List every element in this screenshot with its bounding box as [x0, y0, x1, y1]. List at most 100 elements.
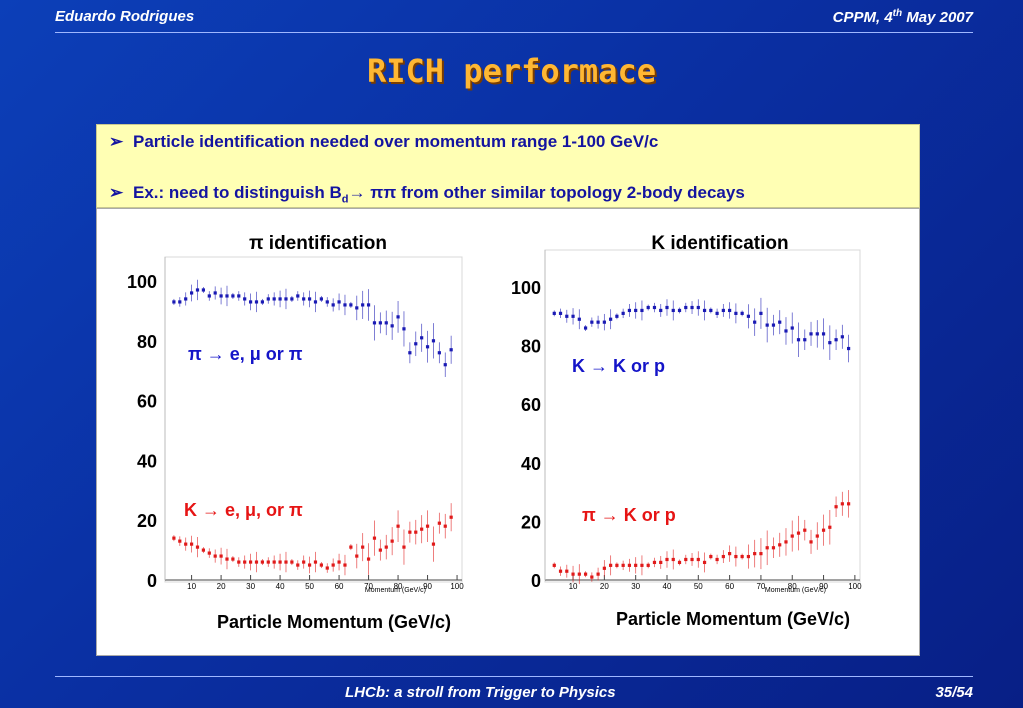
data-point — [266, 560, 270, 564]
data-point — [571, 314, 575, 318]
data-point — [207, 551, 211, 555]
data-point — [828, 341, 832, 345]
data-point — [728, 552, 732, 556]
data-point — [290, 297, 294, 301]
data-point — [834, 338, 838, 342]
slide-title: RICH performace — [367, 52, 656, 90]
data-point — [753, 552, 757, 556]
data-point — [677, 560, 682, 565]
pion-identification-plot: π identification 0 20 40 60 80 100 10 20 30 40 50 60… — [127, 233, 464, 632]
x-tick-label: 60 — [335, 582, 344, 591]
data-point — [296, 563, 300, 567]
data-point — [590, 320, 594, 324]
data-point — [634, 563, 638, 567]
arrow-bullet-icon: ➢ — [109, 132, 124, 151]
data-point — [821, 332, 826, 336]
chart-title: K identification — [651, 233, 788, 254]
data-point — [796, 338, 801, 342]
data-point — [778, 320, 782, 324]
data-point — [378, 321, 382, 325]
data-point — [596, 572, 600, 576]
data-point — [449, 348, 453, 352]
data-point — [437, 521, 441, 525]
data-point — [325, 566, 329, 570]
data-point — [266, 297, 270, 301]
data-point — [313, 300, 318, 304]
series-label: K → e, μ, or π — [184, 500, 303, 520]
data-point — [414, 342, 418, 346]
data-point — [815, 534, 819, 538]
data-series — [172, 503, 453, 576]
data-point — [254, 300, 259, 304]
x-tick-label: 100 — [848, 582, 862, 591]
data-point — [577, 572, 581, 576]
data-point — [443, 363, 447, 367]
data-point — [213, 554, 217, 558]
data-point — [402, 545, 406, 549]
data-point — [172, 300, 176, 304]
data-point — [803, 338, 807, 342]
x-tick-label: 20 — [217, 582, 226, 591]
data-point — [372, 536, 377, 540]
data-point — [219, 294, 223, 298]
data-point — [178, 300, 182, 304]
x-tick-label: 50 — [305, 582, 314, 591]
data-point — [201, 288, 205, 292]
chart-title: π identification — [249, 233, 387, 254]
author-name: Eduardo Rodrigues — [55, 8, 195, 25]
data-point — [615, 314, 619, 318]
data-point — [189, 542, 194, 546]
data-point — [189, 291, 194, 295]
series-label: π → K or p — [582, 505, 676, 525]
data-point — [596, 320, 600, 324]
data-point — [420, 527, 424, 531]
data-point — [378, 548, 382, 552]
data-point — [331, 303, 335, 307]
data-point — [715, 311, 719, 315]
data-point — [231, 294, 235, 298]
y-tick-label: 40 — [521, 454, 541, 474]
data-point — [431, 542, 436, 546]
data-point — [746, 314, 751, 318]
data-point — [602, 566, 606, 570]
data-point — [684, 557, 688, 562]
x-tick-label: 10 — [569, 582, 578, 591]
data-point — [665, 305, 669, 310]
data-point — [237, 560, 241, 564]
small-x-axis-label: Momentum (GeV/c) — [765, 587, 826, 594]
data-point — [552, 563, 556, 567]
data-point — [634, 308, 638, 313]
data-point — [337, 560, 341, 564]
y-tick-label: 20 — [137, 511, 157, 531]
y-tick-label: 40 — [137, 451, 157, 471]
data-point — [690, 557, 694, 562]
data-point — [225, 557, 229, 561]
conference-date: CPPM, 4th May 2007 — [832, 8, 973, 26]
data-point — [690, 305, 694, 310]
data-point — [652, 305, 657, 310]
data-point — [790, 534, 794, 538]
data-point — [408, 530, 412, 534]
x-axis-label: Particle Momentum (GeV/c) — [217, 612, 451, 632]
data-point — [847, 502, 851, 506]
data-point — [313, 560, 318, 564]
data-point — [565, 569, 569, 573]
y-tick-label: 80 — [521, 337, 541, 357]
data-point — [702, 560, 707, 565]
x-tick-label: 90 — [423, 582, 432, 591]
data-point — [260, 560, 264, 564]
x-tick-label: 20 — [600, 582, 609, 591]
data-point — [702, 308, 707, 313]
data-point — [590, 575, 594, 579]
data-point — [319, 563, 323, 567]
data-point — [355, 306, 359, 310]
kaon-identification-plot: K identification 0 20 40 60 80 100 10 20 30 40 50 60… — [511, 233, 862, 629]
data-point — [420, 336, 424, 340]
data-point — [243, 297, 247, 301]
data-point — [431, 339, 436, 343]
data-point — [728, 308, 732, 313]
data-point — [621, 311, 625, 315]
x-axis-label: Particle Momentum (GeV/c) — [616, 609, 850, 629]
data-point — [671, 557, 675, 562]
